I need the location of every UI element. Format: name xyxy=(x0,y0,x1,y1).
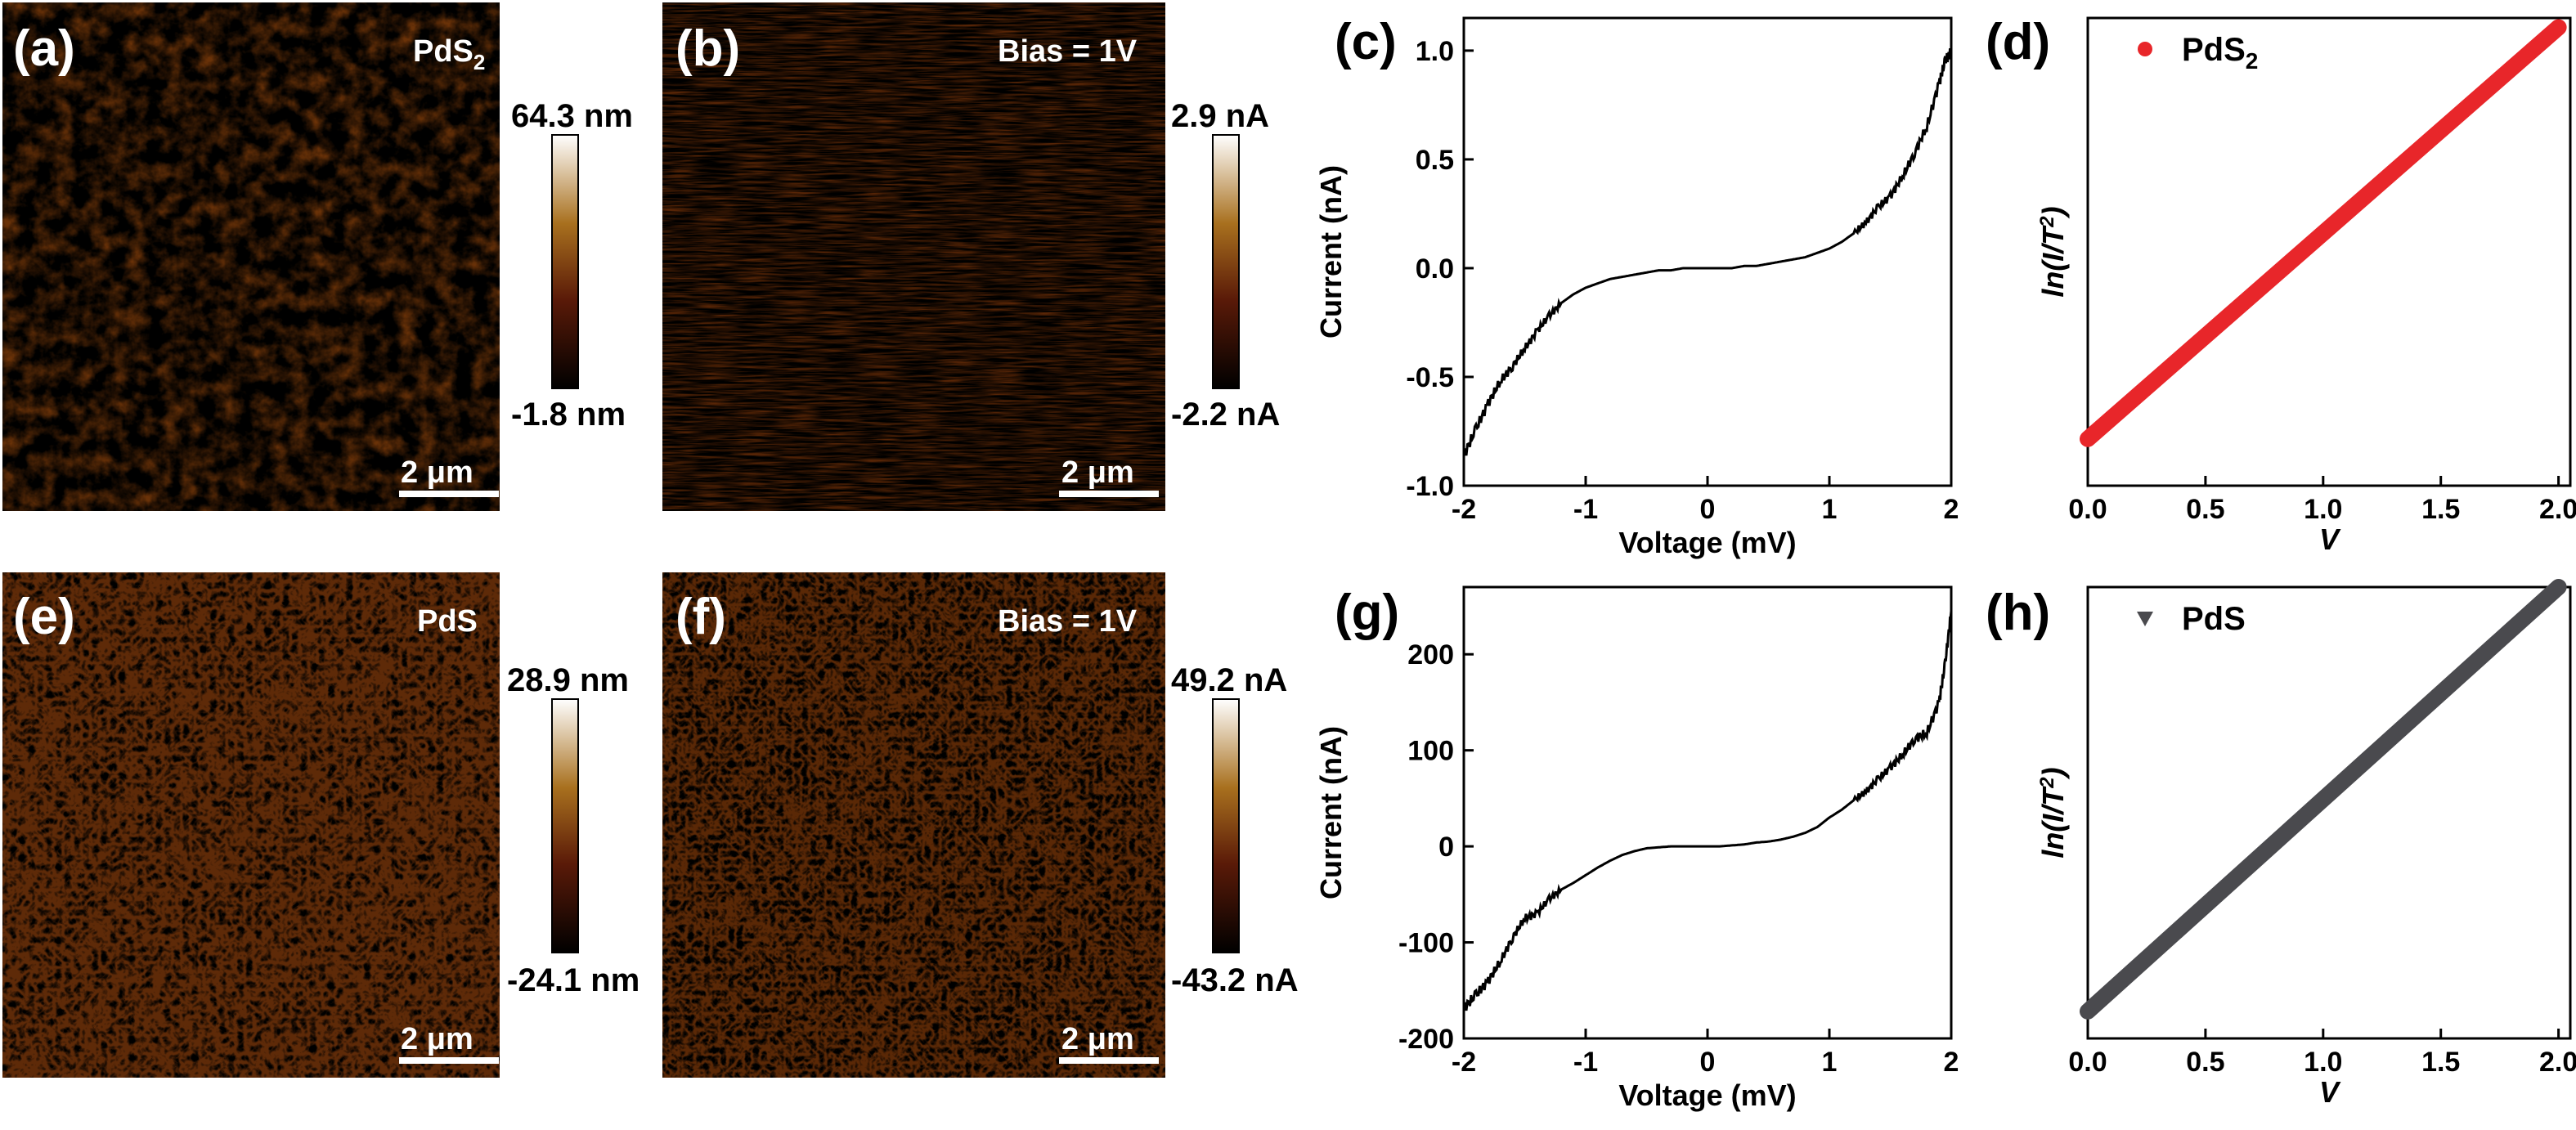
panel-e: (e) PdS 2 μm xyxy=(2,572,500,1078)
x-tick-label-g-4: 2 xyxy=(1944,1047,1959,1078)
panel-label-e: (e) xyxy=(13,589,75,645)
colorbar-b: 2.9 nA -2.2 nA xyxy=(1171,98,1280,433)
chart-g-frame xyxy=(1462,585,1953,1040)
chart-h-frame xyxy=(2086,585,2572,1040)
x-tick-label-c-4: 2 xyxy=(1944,494,1959,525)
y-tick-label-c-2: 0.0 xyxy=(1416,253,1454,285)
scale-bar-label-f: 2 μm xyxy=(1061,1022,1134,1056)
panel-label-g: (g) xyxy=(1335,585,1399,641)
data-series-h xyxy=(2080,579,2567,1020)
y-tick-label-g-2: 0 xyxy=(1438,832,1454,863)
panel-b: (b) Bias = 1V 2 μm xyxy=(662,2,1165,511)
y-tick-label-c-1: -0.5 xyxy=(1406,362,1454,393)
x-tick-label-c-2: 0 xyxy=(1700,494,1716,525)
x-tick-label-c-1: -1 xyxy=(1573,494,1598,525)
colorbar-f-min: -43.2 nA xyxy=(1171,962,1299,998)
scale-bar-f xyxy=(1059,1057,1159,1064)
y-tick-label-g-3: 100 xyxy=(1407,736,1454,767)
x-tick-label-h-2: 1.0 xyxy=(2304,1047,2342,1078)
colorbar-b-bar xyxy=(1212,134,1240,389)
colorbar-a-min: -1.8 nm xyxy=(511,397,626,433)
panel-label-f: (f) xyxy=(675,589,726,645)
panel-label-b: (b) xyxy=(675,20,740,77)
x-axis-title-c: Voltage (mV) xyxy=(1618,526,1796,559)
colorbar-b-max: 2.9 nA xyxy=(1171,98,1269,134)
legend-label-d: PdS2 xyxy=(2182,32,2258,74)
y-tick-label-c-0: -1.0 xyxy=(1406,471,1454,502)
panel-f: (f) Bias = 1V 2 μm xyxy=(662,572,1165,1078)
scale-bar-b xyxy=(1059,491,1159,497)
y-axis-title-c: Current (nA) xyxy=(1314,165,1348,339)
x-tick-label-h-1: 0.5 xyxy=(2186,1047,2224,1078)
panel-label-a: (a) xyxy=(13,20,75,77)
chart-g: -2 -1 0 1 2 -200 -100 0 100 200 Voltage (mV) Curren… xyxy=(1314,585,1959,1112)
colorbar-e-bar xyxy=(551,698,579,953)
chart-c-frame xyxy=(1462,16,1953,487)
afm-image-e-texture xyxy=(2,572,500,1078)
scale-bar-label-b: 2 μm xyxy=(1061,455,1134,490)
colorbar-a-bar xyxy=(551,134,579,389)
colorbar-e: 28.9 nm -24.1 nm xyxy=(507,662,640,998)
x-tick-label-g-3: 1 xyxy=(1822,1047,1838,1078)
x-tick-label-d-0: 0.0 xyxy=(2068,494,2107,525)
y-tick-label-c-3: 0.5 xyxy=(1416,145,1454,176)
panel-a: (a) PdS2 2 μm xyxy=(2,2,500,511)
chart-d-frame xyxy=(2086,16,2572,487)
x-tick-label-c-0: -2 xyxy=(1452,494,1476,525)
y-tick-label-g-1: -100 xyxy=(1398,928,1454,959)
legend-marker-h xyxy=(2137,612,2153,626)
image-caption-b: Bias = 1V xyxy=(998,34,1138,69)
x-tick-label-d-4: 2.0 xyxy=(2539,494,2576,525)
afm-image-f-texture xyxy=(662,572,1165,1078)
data-series-d xyxy=(2080,19,2567,447)
x-tick-label-g-0: -2 xyxy=(1452,1047,1476,1078)
iv-curve-c xyxy=(1462,47,1953,456)
x-tick-label-h-4: 2.0 xyxy=(2539,1047,2576,1078)
x-tick-label-d-2: 1.0 xyxy=(2304,494,2342,525)
iv-curve-g xyxy=(1462,611,1953,1011)
afm-image-b-texture xyxy=(662,2,1165,511)
chart-h: 0.0 0.5 1.0 1.5 2.0 PdS Vln(I/T2) xyxy=(2036,579,2576,1109)
scale-bar-a xyxy=(399,491,499,497)
colorbar-b-min: -2.2 nA xyxy=(1171,397,1280,433)
colorbar-f-bar xyxy=(1212,698,1240,953)
legend-marker-d xyxy=(2138,42,2152,56)
colorbar-f-max: 49.2 nA xyxy=(1171,662,1287,698)
colorbar-a-max: 64.3 nm xyxy=(511,98,633,134)
y-tick-label-c-4: 1.0 xyxy=(1416,36,1454,67)
colorbar-f: 49.2 nA -43.2 nA xyxy=(1171,662,1299,998)
image-caption-e: PdS xyxy=(417,604,478,639)
x-axis-title-h: V xyxy=(2319,1075,2341,1109)
panel-label-c: (c) xyxy=(1335,14,1397,70)
image-caption-a: PdS2 xyxy=(413,34,485,74)
x-tick-label-d-1: 0.5 xyxy=(2186,494,2224,525)
y-axis-title-g: Current (nA) xyxy=(1314,726,1348,899)
y-tick-label-g-0: -200 xyxy=(1398,1024,1454,1055)
chart-c: -2 -1 0 1 2 -1.0 -0.5 0.0 0.5 1.0 Voltage (mV) Curr… xyxy=(1314,16,1959,559)
image-caption-f: Bias = 1V xyxy=(998,604,1138,639)
x-tick-label-c-3: 1 xyxy=(1822,494,1838,525)
y-axis-title-d: ln(I/T2) xyxy=(2036,206,2070,297)
x-axis-title-d: V xyxy=(2319,522,2341,556)
legend-label-h: PdS xyxy=(2182,601,2246,637)
panel-label-d: (d) xyxy=(1986,14,2050,70)
scale-bar-e xyxy=(399,1057,499,1064)
x-tick-label-g-1: -1 xyxy=(1573,1047,1598,1078)
chart-d: 0.0 0.5 1.0 1.5 2.0 PdS2 Vln(I/T2) xyxy=(2036,16,2576,556)
colorbar-a: 64.3 nm -1.8 nm xyxy=(511,98,633,433)
y-tick-label-g-4: 200 xyxy=(1407,639,1454,670)
scale-bar-label-a: 2 μm xyxy=(401,455,473,490)
scale-bar-label-e: 2 μm xyxy=(401,1022,473,1056)
x-tick-label-h-0: 0.0 xyxy=(2068,1047,2107,1078)
colorbar-e-min: -24.1 nm xyxy=(507,962,640,998)
x-tick-label-d-3: 1.5 xyxy=(2421,494,2460,525)
afm-image-a-texture xyxy=(2,2,500,511)
panel-label-h: (h) xyxy=(1986,585,2050,641)
colorbar-e-max: 28.9 nm xyxy=(507,662,629,698)
x-tick-label-g-2: 0 xyxy=(1700,1047,1716,1078)
x-axis-title-g: Voltage (mV) xyxy=(1618,1078,1796,1112)
x-tick-label-h-3: 1.5 xyxy=(2421,1047,2460,1078)
y-axis-title-h: ln(I/T2) xyxy=(2036,767,2070,858)
